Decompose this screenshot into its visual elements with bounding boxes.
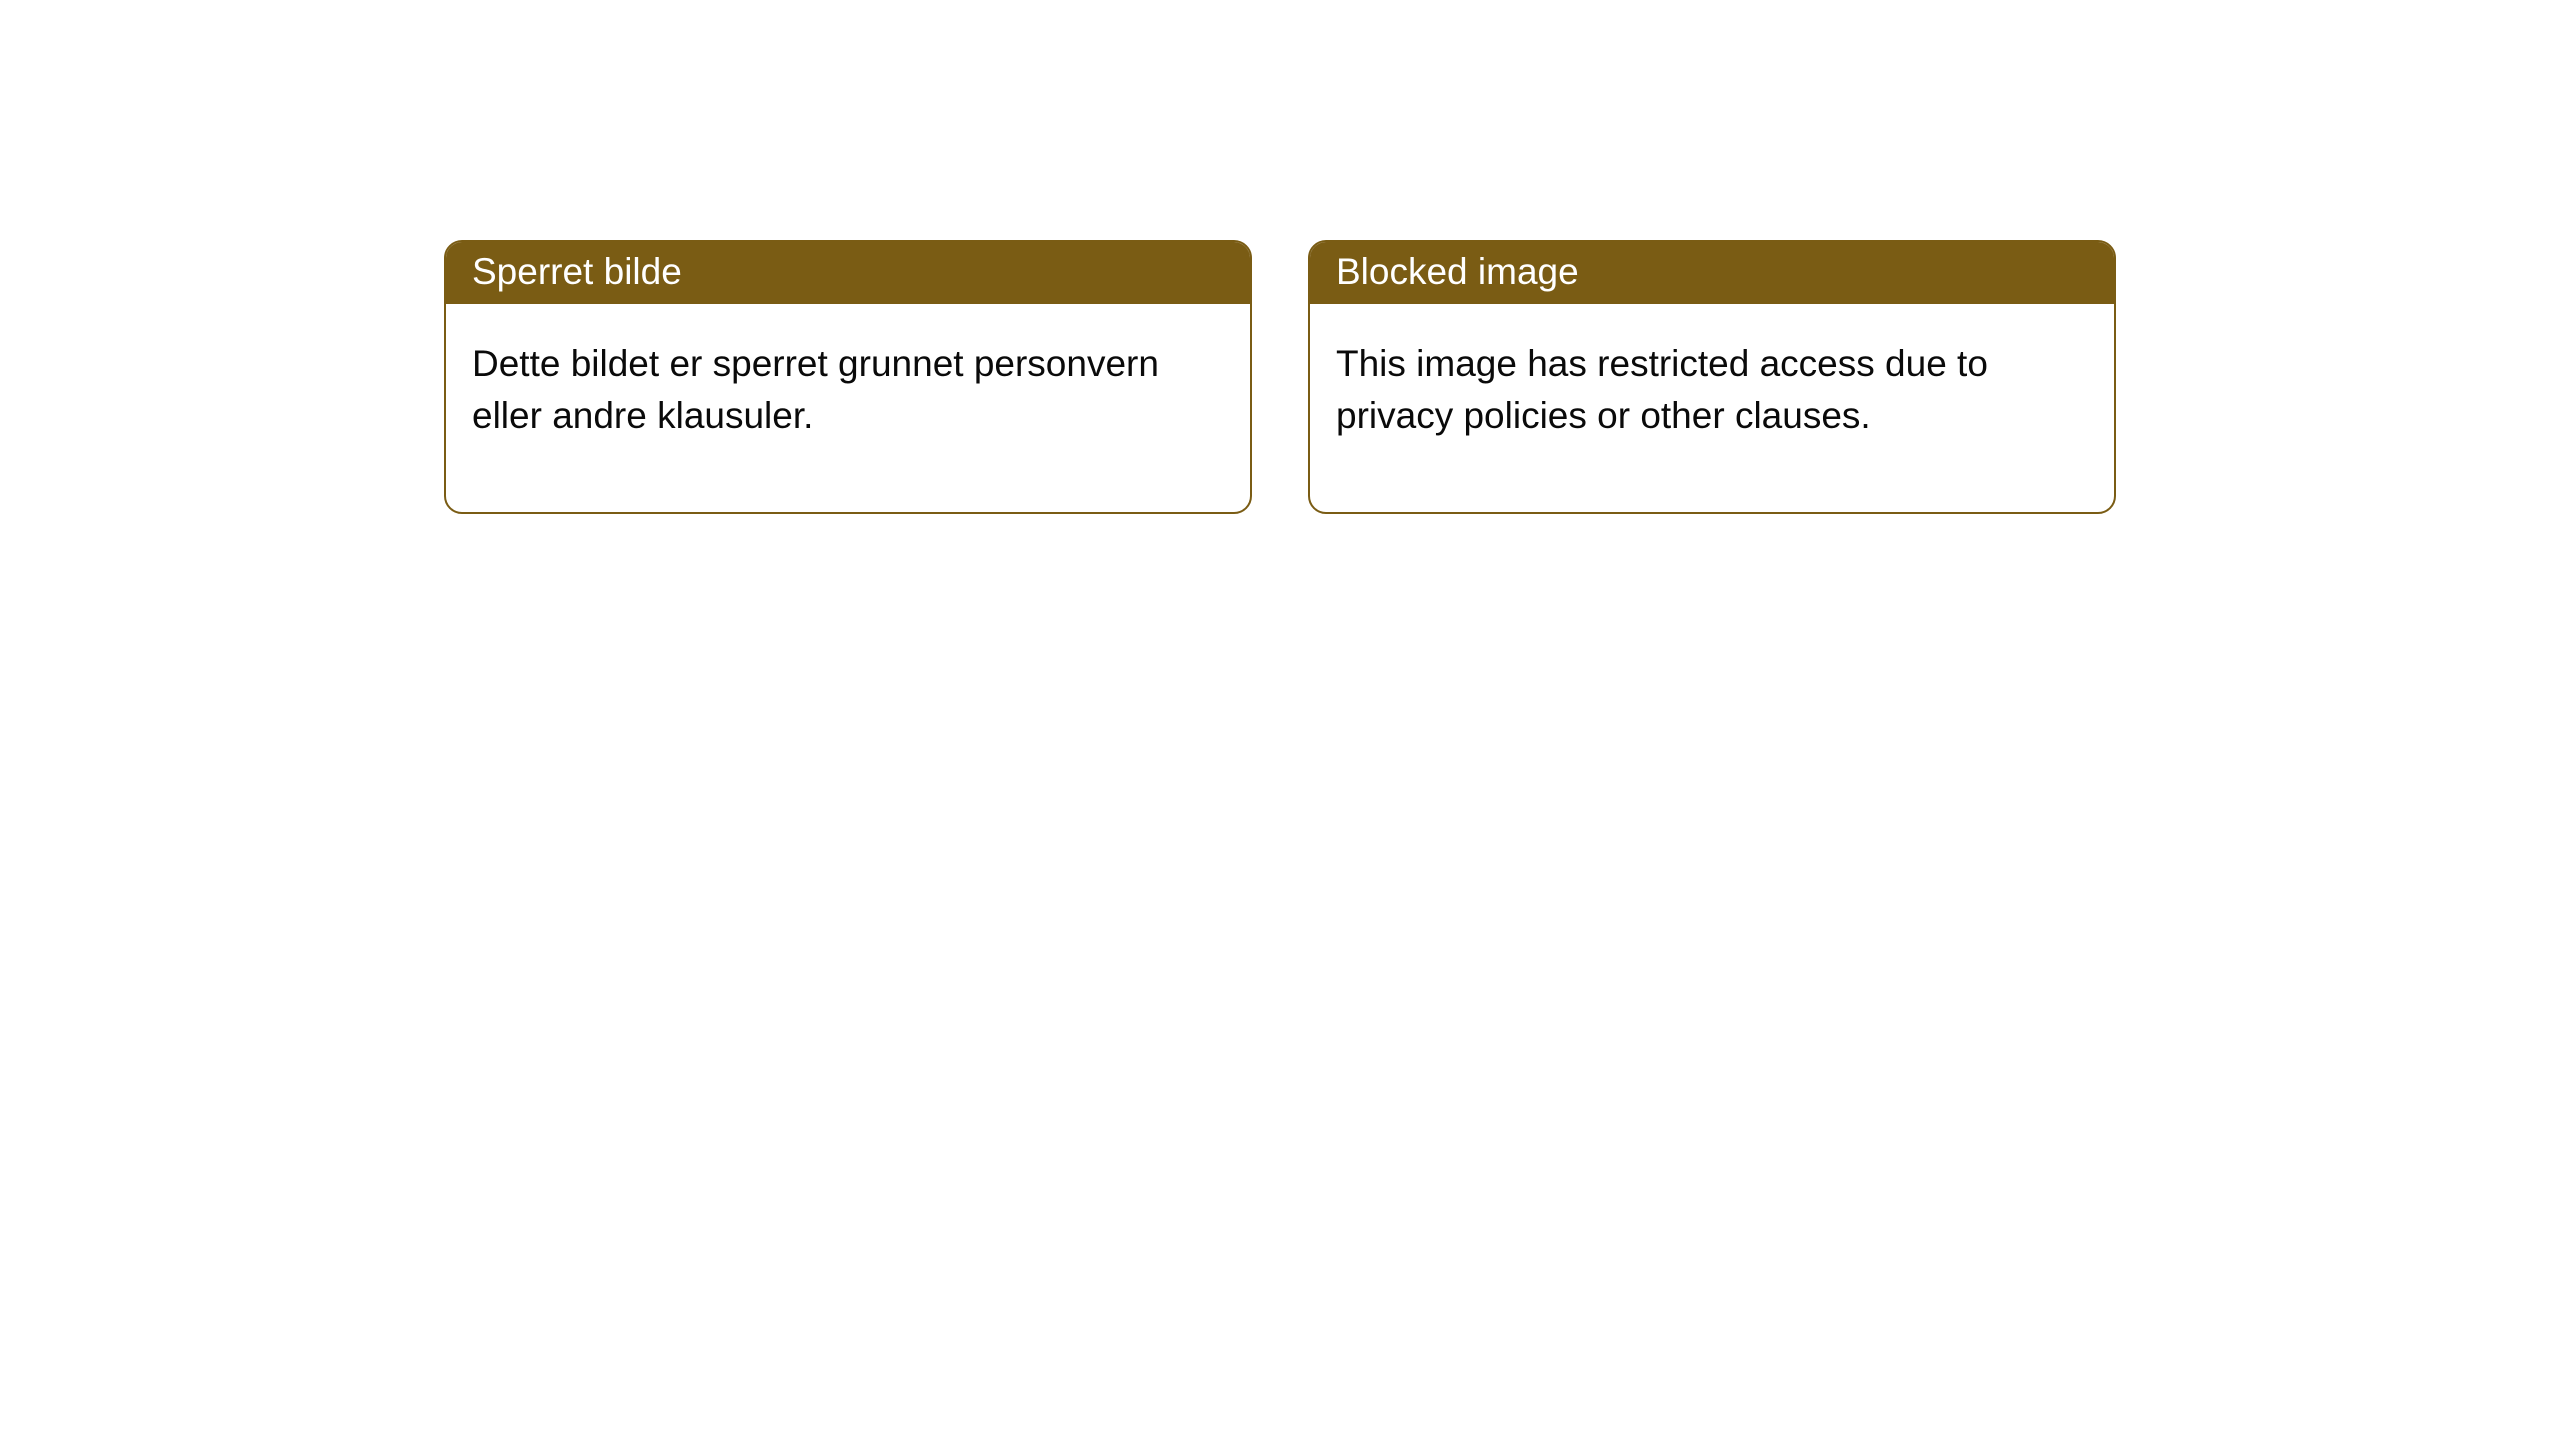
notice-title: Blocked image — [1310, 242, 2114, 304]
notice-title: Sperret bilde — [446, 242, 1250, 304]
notice-body: Dette bildet er sperret grunnet personve… — [446, 304, 1250, 512]
notice-card-english: Blocked image This image has restricted … — [1308, 240, 2116, 514]
notice-body: This image has restricted access due to … — [1310, 304, 2114, 512]
notice-card-norwegian: Sperret bilde Dette bildet er sperret gr… — [444, 240, 1252, 514]
notice-container: Sperret bilde Dette bildet er sperret gr… — [0, 0, 2560, 514]
